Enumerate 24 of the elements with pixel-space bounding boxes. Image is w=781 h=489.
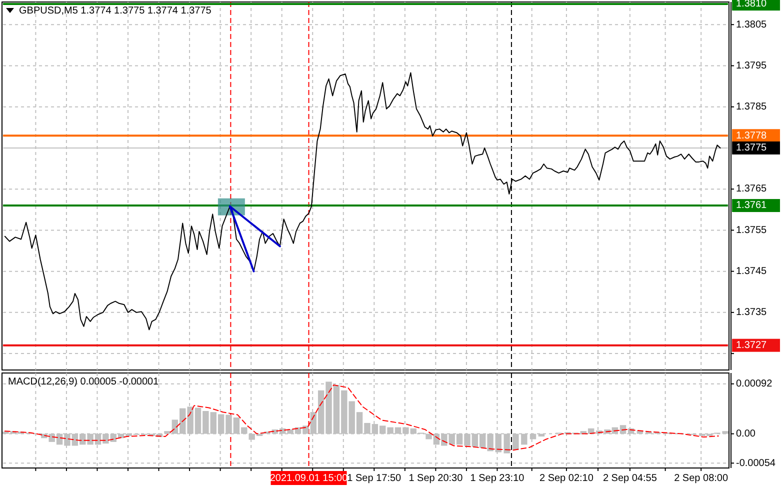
x-tick-label: 2 Sep 02:10 [539, 473, 594, 484]
y-tick-label: 0.00 [736, 428, 756, 440]
y-tick-label: 1.3755 [736, 224, 768, 236]
ref-line-label: 2021.09.01 15:00 [270, 473, 348, 484]
ref-line-label: 1.3727 [736, 340, 768, 351]
y-tick-label: 1.3805 [736, 19, 768, 30]
y-tick-label: 1.3765 [736, 184, 768, 195]
y-tick-label: -0.00054 [736, 458, 776, 469]
ref-line-label: 1.3761 [736, 200, 768, 212]
y-tick-label: 1.3745 [736, 266, 768, 277]
x-tick-label: 1 Sep 20:30 [408, 473, 464, 484]
x-tick-label: 2 Sep 04:55 [602, 473, 658, 484]
ref-line-label: 1.3778 [736, 130, 768, 142]
annotation: MACD(12,26,9) 0.00005 -0.00001 [8, 376, 160, 388]
x-tick-label: 1 Sep 23:10 [470, 473, 525, 484]
y-tick-label: 1.3785 [736, 101, 768, 112]
x-tick-label: 2 Sep 08:00 [674, 473, 728, 484]
y-tick-label: 0.00092 [736, 378, 773, 390]
ref-line-label: 1.3775 [736, 142, 768, 154]
y-tick-label: 1.3795 [736, 60, 768, 72]
ref-line-label: 1.3810 [736, 0, 768, 10]
x-tick-label: 1 Sep 17:50 [347, 473, 402, 484]
y-tick-label: 1.3735 [736, 307, 768, 318]
annotation: GBPUSD,M5 1.3774 1.3775 1.3774 1.3775 [19, 6, 212, 17]
